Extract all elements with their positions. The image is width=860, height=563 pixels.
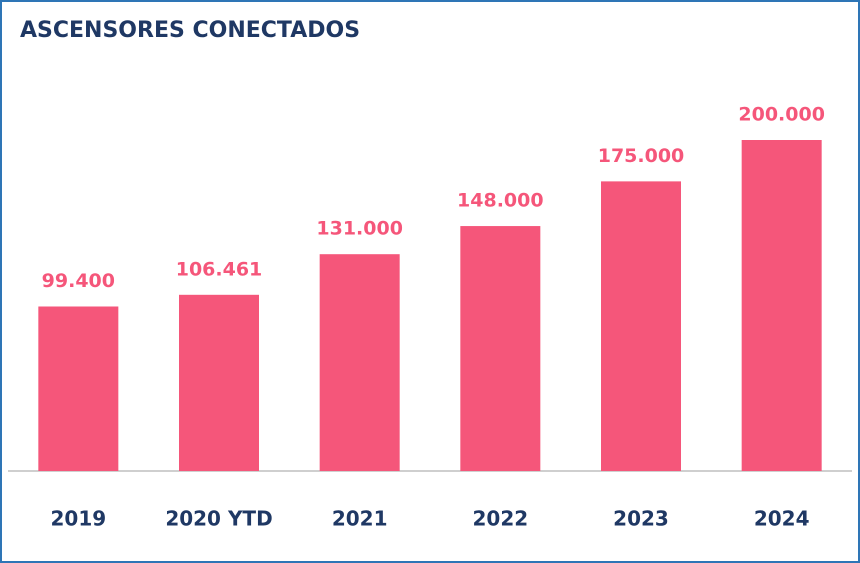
value-label: 175.000 <box>598 145 685 167</box>
bar <box>179 294 259 471</box>
value-label: 99.400 <box>42 270 115 292</box>
bar <box>319 254 400 471</box>
x-tick-label: 2019 <box>50 507 106 531</box>
x-tick-label: 2021 <box>332 507 388 531</box>
x-tick-label: 2020 YTD <box>165 507 272 531</box>
bar <box>741 140 822 471</box>
x-tick-label: 2024 <box>754 507 810 531</box>
x-tick-label: 2023 <box>613 507 669 531</box>
value-label: 148.000 <box>457 190 544 212</box>
chart-title: ASCENSORES CONECTADOS <box>20 18 360 43</box>
bar <box>601 181 681 471</box>
value-label: 131.000 <box>316 218 403 240</box>
bar <box>460 226 541 471</box>
value-label: 106.461 <box>176 258 263 280</box>
bar <box>38 306 119 471</box>
value-label: 200.000 <box>738 104 825 126</box>
x-tick-label: 2022 <box>472 507 528 531</box>
